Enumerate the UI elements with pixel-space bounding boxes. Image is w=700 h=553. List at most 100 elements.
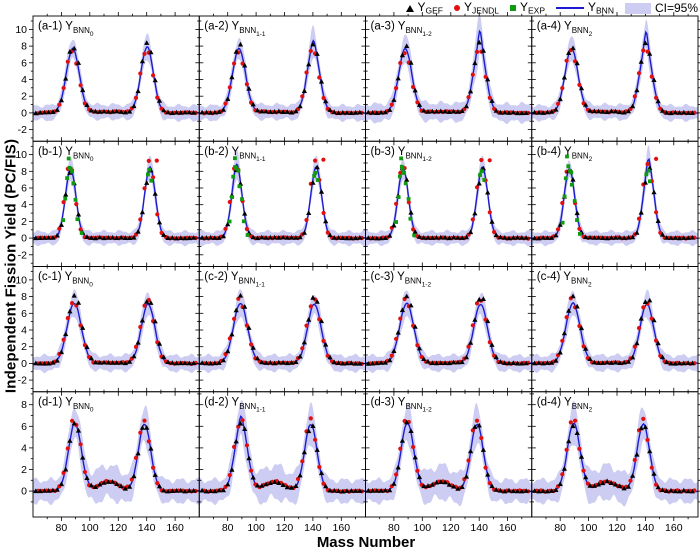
bnn-line-icon bbox=[556, 6, 584, 10]
panel-tag: (b-1) YBNN0 bbox=[38, 146, 94, 163]
panel-c-4 bbox=[531, 289, 698, 373]
ci-band bbox=[365, 155, 532, 247]
svg-text:8: 8 bbox=[21, 41, 27, 53]
panel-tag: (b-4) YBNN2 bbox=[537, 146, 593, 163]
panel-tag: (c-2) YBNN1-1 bbox=[204, 271, 265, 288]
legend-label-exp: YEXP bbox=[519, 0, 545, 16]
panel-a-1 bbox=[33, 33, 200, 122]
svg-text:8: 8 bbox=[21, 166, 27, 178]
jendl-circle-icon bbox=[454, 5, 461, 11]
panel-tag: (c-3) YBNN1-2 bbox=[371, 271, 432, 288]
svg-text:4: 4 bbox=[21, 199, 27, 211]
panel-c-2 bbox=[199, 289, 366, 374]
panel-tag: (c-1) YBNN0 bbox=[38, 271, 93, 288]
svg-text:10: 10 bbox=[15, 274, 27, 286]
panel-frame: (b-4) YBNN2 bbox=[527, 137, 700, 271]
panel-tag: (d-1) YBNN0 bbox=[38, 396, 94, 413]
svg-text:2: 2 bbox=[21, 216, 27, 228]
panel-frame: (c-3) YBNN1-2 bbox=[361, 262, 536, 396]
ci-band bbox=[33, 155, 200, 247]
panel-tag: (d-3) YBNN1-2 bbox=[371, 396, 433, 413]
svg-text:80: 80 bbox=[222, 522, 234, 534]
legend-item-gef: YGEF bbox=[405, 0, 444, 16]
svg-text:6: 6 bbox=[21, 308, 27, 320]
svg-text:100: 100 bbox=[580, 522, 598, 534]
panel-tag: (d-4) YBNN2 bbox=[537, 396, 593, 413]
ci-band bbox=[531, 145, 698, 247]
panel-tag: (c-4) YBNN2 bbox=[537, 271, 592, 288]
legend-label-jendl: YJENDL bbox=[464, 0, 499, 16]
panel-frame: 80 100 120 140 160 0 2 4 6 8 (d-1) YBNN0 bbox=[21, 387, 204, 534]
legend-label-ci: CI=95% bbox=[654, 1, 698, 15]
panel-b-2 bbox=[199, 149, 366, 247]
svg-text:80: 80 bbox=[388, 522, 400, 534]
svg-text:100: 100 bbox=[414, 522, 432, 534]
svg-text:4: 4 bbox=[21, 442, 27, 454]
panel-frame: -2 0 2 4 6 8 10 (c-1) YBNN0 bbox=[15, 262, 204, 396]
panel-tag: (a-1) YBNN0 bbox=[38, 21, 94, 38]
panel-b-4 bbox=[531, 145, 698, 247]
svg-text:160: 160 bbox=[333, 522, 351, 534]
svg-text:140: 140 bbox=[470, 522, 488, 534]
legend-label-bnn: YBNN bbox=[588, 0, 614, 16]
svg-text:160: 160 bbox=[665, 522, 683, 534]
bnn-curve bbox=[531, 157, 698, 240]
panel-c-1 bbox=[33, 289, 200, 374]
svg-text:-2: -2 bbox=[18, 124, 27, 136]
svg-text:8: 8 bbox=[21, 291, 27, 303]
panel-d-3 bbox=[365, 402, 532, 507]
svg-text:0: 0 bbox=[21, 107, 27, 119]
panel-frame: 80 100 120 140 160 (d-4) YBNN2 bbox=[527, 387, 700, 534]
svg-text:0: 0 bbox=[21, 486, 27, 498]
ci-band bbox=[199, 399, 366, 506]
ci-band bbox=[199, 149, 366, 247]
svg-text:160: 160 bbox=[166, 522, 184, 534]
panel-d-4 bbox=[531, 400, 698, 507]
ci-band bbox=[33, 289, 200, 374]
ci-band bbox=[531, 19, 698, 123]
svg-text:120: 120 bbox=[442, 522, 460, 534]
svg-text:-2: -2 bbox=[18, 375, 27, 387]
panel-frame: 80 100 120 140 160 (d-3) YBNN1-2 bbox=[361, 387, 536, 534]
panel-frame: 80 100 120 140 160 (d-2) YBNN1-1 bbox=[195, 387, 370, 534]
panel-frame: (a-2) YBNN1-1 bbox=[195, 12, 370, 146]
svg-text:140: 140 bbox=[637, 522, 655, 534]
svg-text:0: 0 bbox=[21, 358, 27, 370]
legend-item-jendl: YJENDL bbox=[454, 0, 499, 16]
svg-text:2: 2 bbox=[21, 464, 27, 476]
ci-band-icon bbox=[624, 2, 651, 14]
svg-text:8: 8 bbox=[21, 399, 27, 411]
svg-text:6: 6 bbox=[21, 57, 27, 69]
svg-text:100: 100 bbox=[81, 522, 99, 534]
panel-tag: (a-4) YBNN2 bbox=[537, 21, 593, 38]
svg-text:6: 6 bbox=[21, 183, 27, 195]
legend-label-gef: YGEF bbox=[417, 0, 444, 16]
svg-text:2: 2 bbox=[21, 91, 27, 103]
panel-b-1 bbox=[33, 155, 200, 247]
exp-square-icon bbox=[509, 5, 516, 11]
panel-frame: (c-2) YBNN1-1 bbox=[195, 262, 370, 396]
panel-d-1 bbox=[33, 405, 200, 506]
svg-text:120: 120 bbox=[276, 522, 294, 534]
ci-band bbox=[33, 405, 200, 506]
gef-triangle-icon bbox=[405, 4, 414, 12]
legend-item-bnn: YBNN bbox=[556, 0, 614, 16]
legend: YGEF YJENDL YEXP YBNN CI=95% bbox=[352, 0, 698, 16]
svg-text:10: 10 bbox=[15, 149, 27, 161]
panel-tag: (a-2) YBNN1-1 bbox=[204, 21, 266, 38]
panel-frame: (b-2) YBNN1-1 bbox=[195, 137, 370, 271]
svg-text:6: 6 bbox=[21, 421, 27, 433]
svg-text:120: 120 bbox=[110, 522, 128, 534]
legend-item-ci: CI=95% bbox=[624, 1, 698, 15]
svg-text:2: 2 bbox=[21, 341, 27, 353]
svg-text:80: 80 bbox=[56, 522, 68, 534]
panel-d-2 bbox=[199, 399, 366, 506]
svg-text:10: 10 bbox=[15, 24, 27, 36]
panel-a-4 bbox=[531, 19, 698, 123]
svg-text:0: 0 bbox=[21, 233, 27, 245]
panel-tag: (a-3) YBNN1-2 bbox=[371, 21, 433, 38]
svg-text:-2: -2 bbox=[18, 249, 27, 261]
panel-a-2 bbox=[199, 24, 366, 122]
ci-band bbox=[365, 290, 532, 373]
